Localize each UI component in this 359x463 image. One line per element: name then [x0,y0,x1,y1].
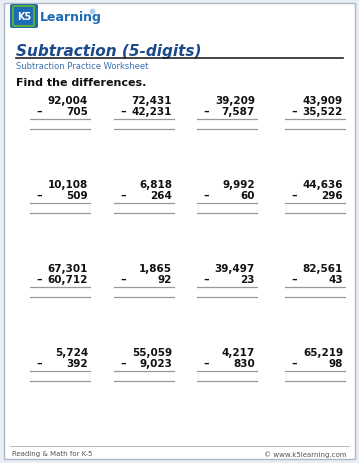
Text: –: – [291,275,297,284]
Text: –: – [291,107,297,117]
Text: 60,712: 60,712 [48,275,88,284]
Text: –: – [203,358,209,368]
Text: 60: 60 [241,191,255,200]
Text: Find the differences.: Find the differences. [16,78,146,88]
Text: –: – [203,275,209,284]
Text: 10,108: 10,108 [48,180,88,189]
Text: 392: 392 [66,358,88,368]
Text: 67,301: 67,301 [48,263,88,274]
Text: © www.k5learning.com: © www.k5learning.com [265,450,347,457]
Text: 6,818: 6,818 [139,180,172,189]
Text: Reading & Math for K-5: Reading & Math for K-5 [12,450,92,456]
Text: 296: 296 [321,191,343,200]
Text: 98: 98 [328,358,343,368]
Text: 39,497: 39,497 [215,263,255,274]
Text: –: – [291,358,297,368]
Text: –: – [291,191,297,200]
Text: 72,431: 72,431 [131,96,172,106]
Text: 43,909: 43,909 [303,96,343,106]
Text: 7,587: 7,587 [222,107,255,117]
Text: 4,217: 4,217 [222,347,255,357]
Text: –: – [120,275,126,284]
Text: 9,992: 9,992 [222,180,255,189]
Text: K5: K5 [17,12,31,22]
Text: –: – [36,358,42,368]
Text: 92: 92 [158,275,172,284]
Text: 42,231: 42,231 [132,107,172,117]
Text: 264: 264 [150,191,172,200]
Text: 65,219: 65,219 [303,347,343,357]
Text: 39,209: 39,209 [215,96,255,106]
Text: 92,004: 92,004 [48,96,88,106]
Text: 43: 43 [328,275,343,284]
Text: Subtraction (5-digits): Subtraction (5-digits) [16,44,201,59]
Text: –: – [120,107,126,117]
Text: 509: 509 [66,191,88,200]
Text: –: – [36,275,42,284]
Text: –: – [36,107,42,117]
Text: Subtraction Practice Worksheet: Subtraction Practice Worksheet [16,62,148,71]
Text: –: – [203,191,209,200]
Text: 705: 705 [66,107,88,117]
Text: 9,023: 9,023 [139,358,172,368]
Text: –: – [120,358,126,368]
Text: –: – [203,107,209,117]
Text: 5,724: 5,724 [55,347,88,357]
Text: 44,636: 44,636 [303,180,343,189]
Text: 23: 23 [241,275,255,284]
Text: 82,561: 82,561 [303,263,343,274]
FancyBboxPatch shape [10,5,38,29]
Text: 1,865: 1,865 [139,263,172,274]
Text: 55,059: 55,059 [132,347,172,357]
Text: 35,522: 35,522 [303,107,343,117]
Text: –: – [120,191,126,200]
Text: 830: 830 [233,358,255,368]
Text: Learning: Learning [40,11,102,24]
Text: –: – [36,191,42,200]
